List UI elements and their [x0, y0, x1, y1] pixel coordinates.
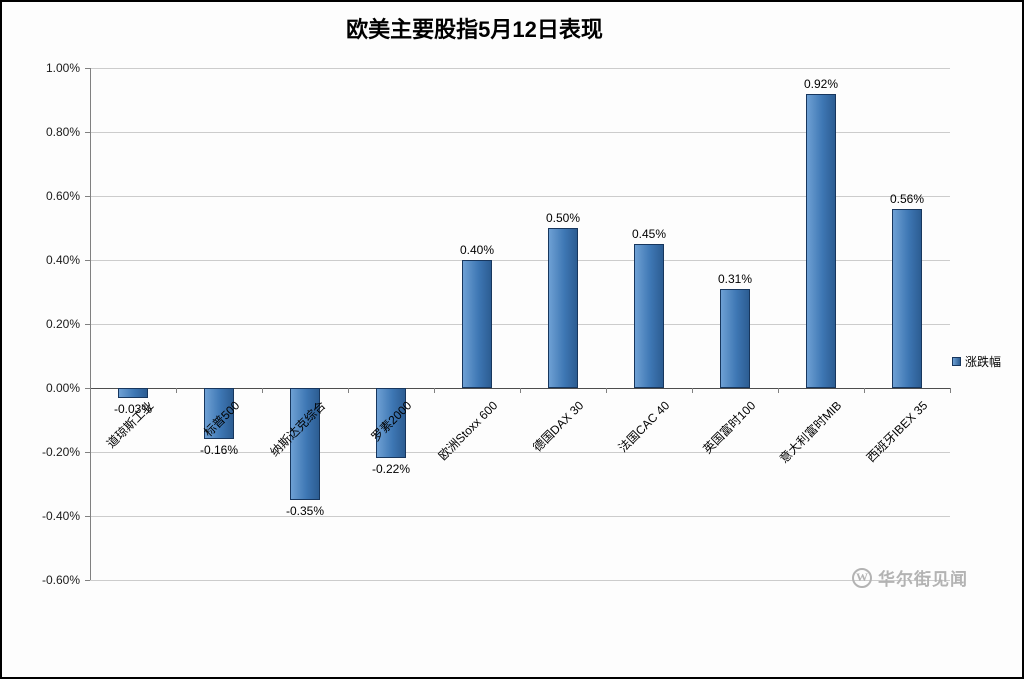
bar-value-label: -0.35%	[285, 504, 325, 518]
gridline	[90, 260, 950, 261]
bar-value-label: 0.45%	[631, 227, 667, 241]
gridline	[90, 196, 950, 197]
y-axis-line	[90, 68, 91, 580]
gridline	[90, 68, 950, 69]
y-axis-tick	[85, 388, 90, 389]
y-axis-tick	[85, 580, 90, 581]
bar-value-label: -0.03%	[113, 401, 153, 416]
y-axis-tick	[85, 68, 90, 69]
bar-value-label: 0.31%	[717, 271, 753, 286]
y-axis-tick	[85, 516, 90, 517]
bar-value-label: -0.16%	[199, 443, 239, 458]
legend-swatch	[952, 357, 961, 366]
y-axis-tick-label: -0.60%	[41, 573, 80, 587]
bar-value-label: 0.50%	[545, 211, 581, 225]
gridline	[90, 324, 950, 325]
y-axis-tick-label: 0.20%	[45, 317, 80, 331]
bar	[720, 288, 750, 388]
x-axis-tick	[864, 388, 865, 393]
bar	[462, 260, 492, 388]
bar	[290, 388, 320, 500]
y-axis-tick-label: 0.80%	[45, 125, 80, 139]
bar-value-label: 0.56%	[889, 191, 925, 206]
y-axis-tick-label: -0.40%	[41, 509, 80, 523]
x-axis-tick	[262, 388, 263, 393]
legend-label: 涨跌幅	[965, 355, 1002, 369]
x-axis-tick	[90, 388, 91, 393]
x-axis-tick	[950, 388, 951, 393]
x-axis-tick	[692, 388, 693, 393]
y-axis-tick	[85, 452, 90, 453]
x-axis-tick	[520, 388, 521, 393]
bar	[634, 244, 664, 388]
y-axis-tick	[85, 260, 90, 261]
y-axis-tick-label: 1.00%	[45, 61, 80, 75]
bar-value-label: -0.22%	[371, 462, 411, 477]
gridline	[90, 580, 950, 581]
bar	[548, 228, 578, 388]
bar	[376, 388, 406, 459]
watermark: W 华尔街见闻	[852, 565, 968, 590]
x-axis-tick	[606, 388, 607, 393]
x-axis-tick	[348, 388, 349, 393]
x-axis-tick	[176, 388, 177, 393]
gridline	[90, 132, 950, 133]
watermark-logo-icon: W	[852, 567, 872, 588]
gridline	[90, 452, 950, 453]
y-axis-tick-label: 0.00%	[45, 381, 80, 395]
bar-value-label: 0.40%	[459, 243, 495, 257]
bar	[118, 388, 148, 398]
bar-value-label: 0.92%	[803, 76, 839, 91]
y-axis-tick	[85, 324, 90, 325]
y-axis-tick-label: 0.40%	[45, 253, 80, 267]
x-axis-tick	[778, 388, 779, 393]
bar	[204, 388, 234, 440]
legend: 涨跌幅	[952, 353, 1001, 370]
y-axis-tick-label: -0.20%	[41, 445, 80, 459]
y-axis-tick	[85, 196, 90, 197]
y-axis-tick	[85, 132, 90, 133]
y-axis-tick-label: 0.60%	[45, 189, 80, 203]
x-axis-tick	[434, 388, 435, 393]
bar	[892, 208, 922, 388]
watermark-text: 华尔街见闻	[878, 570, 968, 589]
bar	[806, 93, 836, 388]
gridline	[90, 516, 950, 517]
chart-title: 欧美主要股指5月12日表现	[346, 17, 603, 42]
